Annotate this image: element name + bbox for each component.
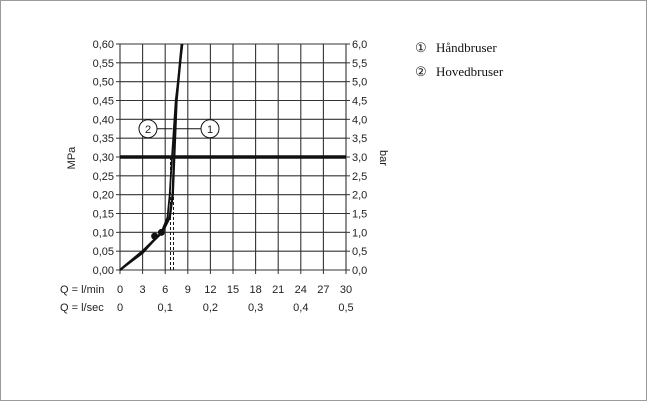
callout-circle-2 xyxy=(138,119,158,139)
y-tick-label-right: 2,5 xyxy=(352,171,367,183)
legend-marker-1: ① xyxy=(415,40,427,55)
y-tick-label-right: 3,0 xyxy=(352,152,367,164)
x-tick-label-lmin: 18 xyxy=(249,284,261,296)
x-tick-label-lmin: 15 xyxy=(227,284,239,296)
y-tick-label-left: 0,20 xyxy=(93,190,114,202)
x-tick-label-lsec: 0,4 xyxy=(293,302,308,314)
legend: ① Håndbruser ② Hovedbruser xyxy=(415,40,504,79)
y-tick-label-left: 0,25 xyxy=(93,171,114,183)
y-tick-label-left: 0,15 xyxy=(93,209,114,221)
chart-ticks: 0,00 0,00,05 0,50,10 1,00,15 1,50,20 2,00,25 2… xyxy=(93,39,368,314)
data-point-1 xyxy=(157,228,165,236)
y-tick-label-right: 0,5 xyxy=(352,246,367,258)
y-axis-label-left: MPa xyxy=(66,146,78,170)
y-axis-label-right: bar xyxy=(377,150,389,166)
x-tick-label-lmin: 3 xyxy=(140,284,146,296)
x-axis-row1-label: Q = l/min xyxy=(60,284,104,296)
x-tick-label-lsec: 0,2 xyxy=(203,302,218,314)
y-tick-label-left: 0,35 xyxy=(93,133,114,145)
y-tick-label-right: 5,0 xyxy=(352,77,367,89)
y-tick-label-right: 2,0 xyxy=(352,190,367,202)
legend-label-1: Håndbruser xyxy=(436,40,497,55)
x-tick-label-lsec: 0,3 xyxy=(248,302,263,314)
callout-label-2: 2 xyxy=(145,124,151,136)
x-tick-label-lmin: 6 xyxy=(162,284,168,296)
y-tick-label-right: 4,0 xyxy=(352,114,367,126)
y-tick-label-left: 0,55 xyxy=(93,58,114,70)
x-tick-label-lmin: 9 xyxy=(185,284,191,296)
y-tick-label-right: 1,5 xyxy=(352,209,367,221)
y-tick-label-left: 0,45 xyxy=(93,96,114,108)
x-tick-label-lmin: 30 xyxy=(340,284,352,296)
y-tick-label-left: 0,60 xyxy=(93,39,114,51)
y-tick-label-right: 6,0 xyxy=(352,39,367,51)
x-tick-label-lsec: 0,1 xyxy=(158,302,173,314)
y-tick-label-left: 0,00 xyxy=(93,265,114,277)
y-tick-label-left: 0,10 xyxy=(93,227,114,239)
x-tick-label-lmin: 12 xyxy=(204,284,216,296)
x-tick-label-lmin: 27 xyxy=(317,284,329,296)
x-tick-label-lmin: 21 xyxy=(272,284,284,296)
y-tick-label-left: 0,30 xyxy=(93,152,114,164)
callout-circle-1 xyxy=(200,119,220,139)
y-tick-label-left: 0,50 xyxy=(93,77,114,89)
series-line-1 xyxy=(119,43,183,271)
y-tick-label-right: 1,0 xyxy=(352,227,367,239)
x-tick-label-lmin: 0 xyxy=(117,284,123,296)
x-axis-row2-label: Q = l/sec xyxy=(60,302,104,314)
chart-series xyxy=(119,43,346,271)
chart-grid xyxy=(116,43,350,274)
y-tick-label-left: 0,05 xyxy=(93,246,114,258)
legend-marker-2: ② xyxy=(415,64,427,79)
y-tick-label-right: 4,5 xyxy=(352,96,367,108)
data-point-2 xyxy=(151,232,159,240)
series-line-2 xyxy=(119,43,184,271)
x-tick-label-lsec: 0,5 xyxy=(338,302,353,314)
y-tick-label-right: 5,5 xyxy=(352,58,367,70)
y-tick-label-right: 3,5 xyxy=(352,133,367,145)
y-tick-label-left: 0,40 xyxy=(93,114,114,126)
x-tick-label-lsec: 0 xyxy=(117,302,123,314)
y-tick-label-right: 0,0 xyxy=(352,265,367,277)
legend-label-2: Hovedbruser xyxy=(436,64,504,79)
x-tick-label-lmin: 24 xyxy=(295,284,307,296)
callout-label-1: 1 xyxy=(207,124,213,136)
